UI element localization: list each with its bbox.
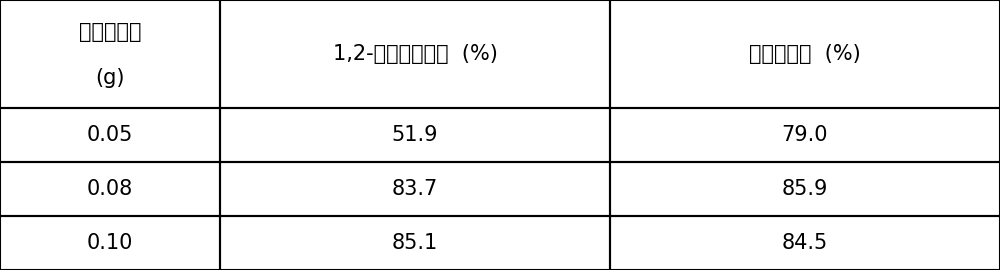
Text: 84.5: 84.5 (782, 233, 828, 253)
Text: 催化剂的量: 催化剂的量 (79, 22, 141, 42)
Bar (610, 0, 1000, 108)
Bar (0, 216, 220, 270)
Bar (0, 108, 220, 162)
Bar (0, 0, 220, 108)
Text: 85.1: 85.1 (392, 233, 438, 253)
Bar (220, 0, 610, 108)
Bar (0, 162, 220, 216)
Text: 0.05: 0.05 (87, 125, 133, 145)
Bar (220, 108, 610, 162)
Bar (220, 216, 610, 270)
Text: (g): (g) (95, 68, 125, 88)
Bar (610, 162, 1000, 216)
Text: 0.10: 0.10 (87, 233, 133, 253)
Text: 51.9: 51.9 (392, 125, 438, 145)
Text: 83.7: 83.7 (392, 179, 438, 199)
Bar (610, 108, 1000, 162)
Text: 1,2-丙二醇转化率  (%): 1,2-丙二醇转化率 (%) (333, 44, 497, 64)
Bar (610, 216, 1000, 270)
Bar (220, 162, 610, 216)
Text: 85.9: 85.9 (782, 179, 828, 199)
Text: 0.08: 0.08 (87, 179, 133, 199)
Text: 79.0: 79.0 (782, 125, 828, 145)
Text: 乳酸选择性  (%): 乳酸选择性 (%) (749, 44, 861, 64)
